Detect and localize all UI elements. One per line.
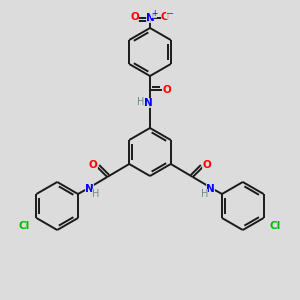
Text: O: O: [163, 85, 171, 95]
Text: O: O: [89, 160, 98, 170]
Text: N: N: [144, 98, 152, 108]
Text: N: N: [206, 184, 215, 194]
Text: H: H: [92, 189, 99, 199]
Text: Cl: Cl: [270, 221, 281, 231]
Text: +: +: [151, 8, 157, 17]
Text: H: H: [137, 97, 145, 107]
Text: O: O: [160, 12, 169, 22]
Text: O: O: [130, 12, 140, 22]
Text: Cl: Cl: [19, 221, 30, 231]
Text: H: H: [201, 189, 208, 199]
Text: O: O: [202, 160, 211, 170]
Text: N: N: [85, 184, 94, 194]
Text: N: N: [146, 13, 154, 23]
Text: −: −: [166, 9, 174, 19]
